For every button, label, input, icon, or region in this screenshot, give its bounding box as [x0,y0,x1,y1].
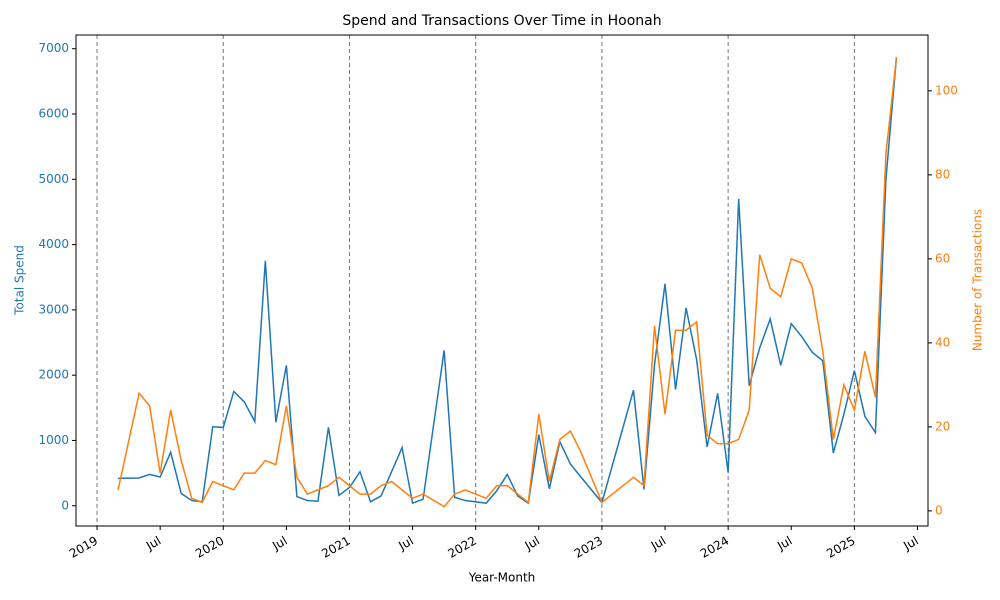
chart-title: Spend and Transactions Over Time in Hoon… [342,13,661,29]
x-tick-label: Jul [143,534,163,554]
y2-tick-label: 20 [935,419,950,433]
x-tick-label: 2019 [67,534,100,561]
x-tick-label: 2025 [824,534,857,561]
y2-tick-label: 80 [935,167,950,181]
y-tick-label: 5000 [38,172,69,186]
y-tick-label: 1000 [38,433,69,447]
x-tick-label: Jul [648,534,668,554]
y2-tick-label: 100 [935,83,958,97]
x-tick-label: Jul [522,534,542,554]
series-line [117,57,898,508]
x-tick-label: Jul [900,534,920,554]
x-axis-label: Year-Month [468,571,536,585]
x-tick-label: Jul [774,534,794,554]
y-tick-label: 2000 [38,368,69,382]
x-tick-label: 2024 [698,534,731,561]
series-line [118,57,898,505]
x-tick-label: 2021 [319,534,352,561]
y-tick-label: 6000 [38,107,69,121]
x-tick-label: 2022 [445,534,478,561]
y-axis-label: Total Spend [13,245,27,316]
y2-tick-label: 0 [935,503,943,517]
y-tick-label: 0 [61,498,69,512]
x-tick-label: 2023 [572,534,605,561]
y-tick-label: 7000 [38,41,69,55]
plot-frame [75,34,929,527]
y-tick-label: 4000 [38,237,69,251]
x-tick-label: 2020 [193,534,226,561]
y2-tick-label: 60 [935,251,950,265]
y2-tick-label: 40 [935,335,950,349]
x-tick-label: Jul [269,534,289,554]
x-tick-label: Jul [395,534,415,554]
y-tick-label: 3000 [38,302,69,316]
y2-axis-label: Number of Transactions [971,209,985,351]
